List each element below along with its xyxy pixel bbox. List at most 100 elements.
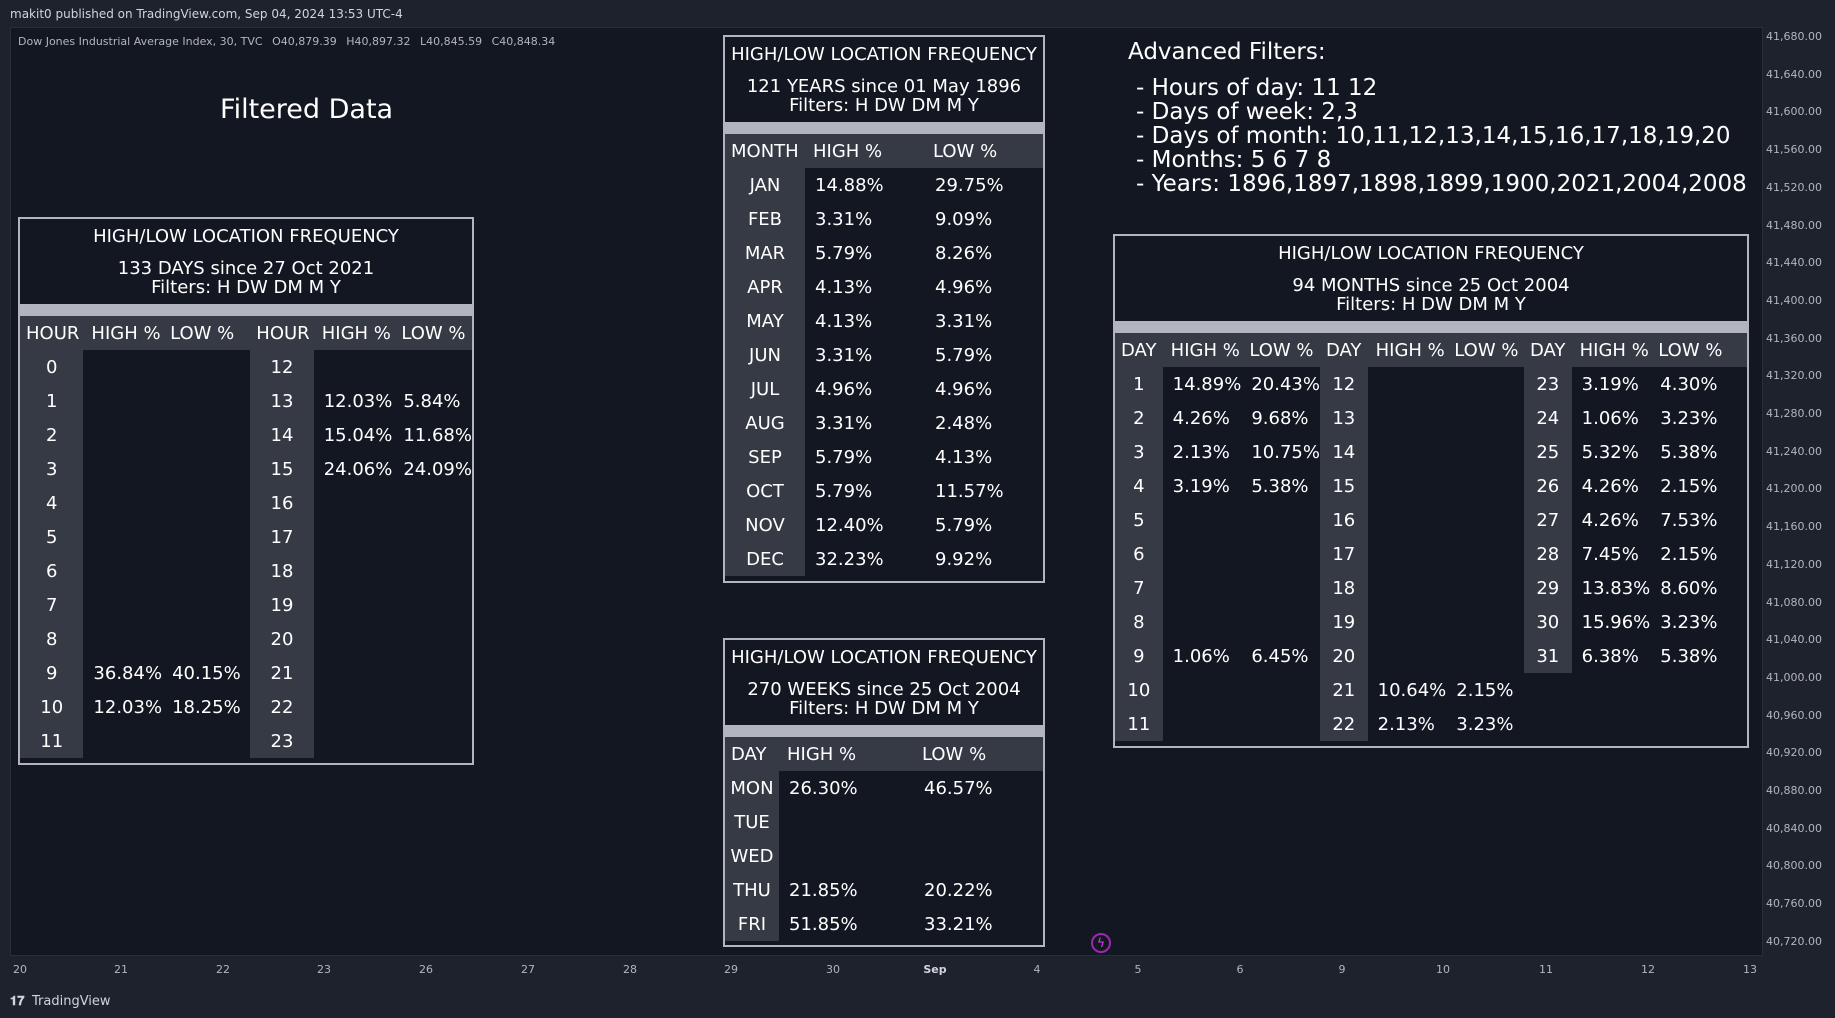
price-tick-label: 40,720.00 [1766,934,1822,948]
row-label-cell: 20 [1319,639,1368,673]
time-axis[interactable]: 20 21 22 23 26 27 28 29 30 Sep 4 5 6 9 10 11 12 13 [10,956,1763,984]
time-tick-label: 12 [1641,963,1655,976]
value-cell [1446,639,1524,673]
value-cell: 4.96% [935,378,993,400]
filter-hours: - Hours of day: 11 12 [1136,75,1378,101]
value-cell [314,554,394,588]
value-cell: 2.15% [1660,543,1718,565]
table-row: 5 17 [20,520,472,554]
time-tick-label: 20 [13,963,27,976]
value-cell [1368,503,1447,537]
row-label-cell: 22 [250,690,314,724]
value-cell [162,622,250,656]
row-label-cell: WED [725,839,779,873]
hours-grid: HOUR HIGH % LOW % HOUR HIGH % LOW % 0 12 1 13 12.0… [20,316,472,758]
price-axis[interactable]: 41,680.00 41,640.00 41,600.00 41,560.00 41,5… [1763,27,1835,956]
row-label-cell: 2 [1115,401,1163,435]
value-cell: 46.57% [924,777,993,799]
row-label-cell: OCT [725,474,805,508]
value-cell: 5.79% [935,514,993,536]
monthdays-grid: DAY HIGH % LOW % DAY HIGH % LOW % DAY HIGH % LOW… [1115,333,1747,741]
tradingview-logo-icon[interactable]: 𝟏𝟕 [10,994,25,1009]
time-tick-label: 10 [1436,963,1450,976]
row-label-cell: 26 [1523,469,1572,503]
time-tick-label: 13 [1743,963,1757,976]
value-cell [314,486,394,520]
filter-monthdays: - Days of month: 10,11,12,13,14,15,16,17… [1136,123,1731,149]
symbol-name: Dow Jones Industrial Average Index, 30, … [18,35,263,48]
brand-name[interactable]: TradingView [32,994,111,1009]
row-label-cell: 5 [20,520,84,554]
value-cell [83,588,162,622]
value-cell [162,724,250,758]
low-value: L40,845.59 [420,35,483,48]
value-cell: 4.30% [1660,373,1718,395]
table-separator [1115,321,1747,333]
table-subtitle: 270 WEEKS since 25 Oct 2004 [747,679,1021,700]
row-label-cell: SEP [725,440,805,474]
row-label-cell: 17 [1319,537,1368,571]
row-label-cell: 8 [1115,605,1163,639]
row-label-cell: 16 [250,486,314,520]
value-cell: 5.79% [935,344,993,366]
row-label-cell: 1 [1115,367,1163,401]
footer-bar: 𝟏𝟕 TradingView [0,984,1835,1018]
row-label-cell: 18 [250,554,314,588]
column-header: LOW % [1446,333,1524,367]
row-label-cell: 7 [20,588,84,622]
value-cell [1572,673,1651,707]
row-label-cell: 1 [20,384,84,418]
row-label-cell: TUE [725,805,779,839]
price-tick-label: 41,400.00 [1766,293,1822,307]
value-cell [393,554,472,588]
row-label-cell: FRI [725,907,779,941]
row-label-cell: 20 [250,622,314,656]
value-cell: 36.84% [93,662,163,684]
table-header: HIGH/LOW LOCATION FREQUENCY 121 YEARS si… [725,37,1043,122]
value-cell [314,350,394,384]
value-cell: 2.15% [1660,475,1718,497]
value-cell [1446,435,1524,469]
value-cell [83,452,162,486]
value-cell [914,805,1043,839]
value-cell [393,690,472,724]
value-cell: 4.26% [1581,509,1639,531]
table-row: 8 20 [20,622,472,656]
value-cell [1650,707,1747,741]
symbol-legend[interactable]: Dow Jones Industrial Average Index, 30, … [18,35,555,48]
table-title: HIGH/LOW LOCATION FREQUENCY [93,226,399,247]
value-cell: 3.23% [1456,713,1514,735]
value-cell [1241,571,1320,605]
table-subtitle: 121 YEARS since 01 May 1896 [746,76,1022,97]
value-cell: 12.03% [323,390,393,412]
column-header: HIGH % [1162,333,1242,367]
table-row: 3 15 24.06% 24.09% [20,452,472,486]
value-cell [1446,537,1524,571]
value-cell: 3.31% [815,208,873,230]
value-cell: 18.25% [172,696,241,718]
row-label-cell [1524,707,1572,741]
months-grid: MONTH HIGH % LOW % JAN 14.88% 29.75% FEB 3.31% 9… [725,134,1043,576]
value-cell: 10.64% [1377,679,1447,701]
value-cell [1241,605,1320,639]
row-label-cell: 21 [250,656,314,690]
row-label-cell: 7 [1115,571,1163,605]
price-tick-label: 41,560.00 [1766,143,1822,157]
table-row: NOV 12.40% 5.79% [725,508,1043,542]
table-row: 10 21 10.64% 2.15% [1115,673,1747,707]
table-header: HIGH/LOW LOCATION FREQUENCY 270 WEEKS si… [725,640,1043,725]
table-row: 0 12 [20,350,472,384]
value-cell [1446,605,1524,639]
value-cell [393,486,472,520]
row-label-cell: 12 [250,350,314,384]
value-cell: 1.06% [1581,407,1639,429]
row-label-cell: MON [725,771,779,805]
publish-info: makit0 published on TradingView.com, Sep… [10,7,403,21]
value-cell [162,520,250,554]
table-row: MAR 5.79% 8.26% [725,236,1043,270]
table-row: TUE [725,805,1043,839]
lightning-icon[interactable]: ϟ [1091,933,1111,953]
row-label-cell: 6 [1115,537,1163,571]
time-tick-label: Sep [923,963,947,976]
value-cell: 3.23% [1660,407,1718,429]
